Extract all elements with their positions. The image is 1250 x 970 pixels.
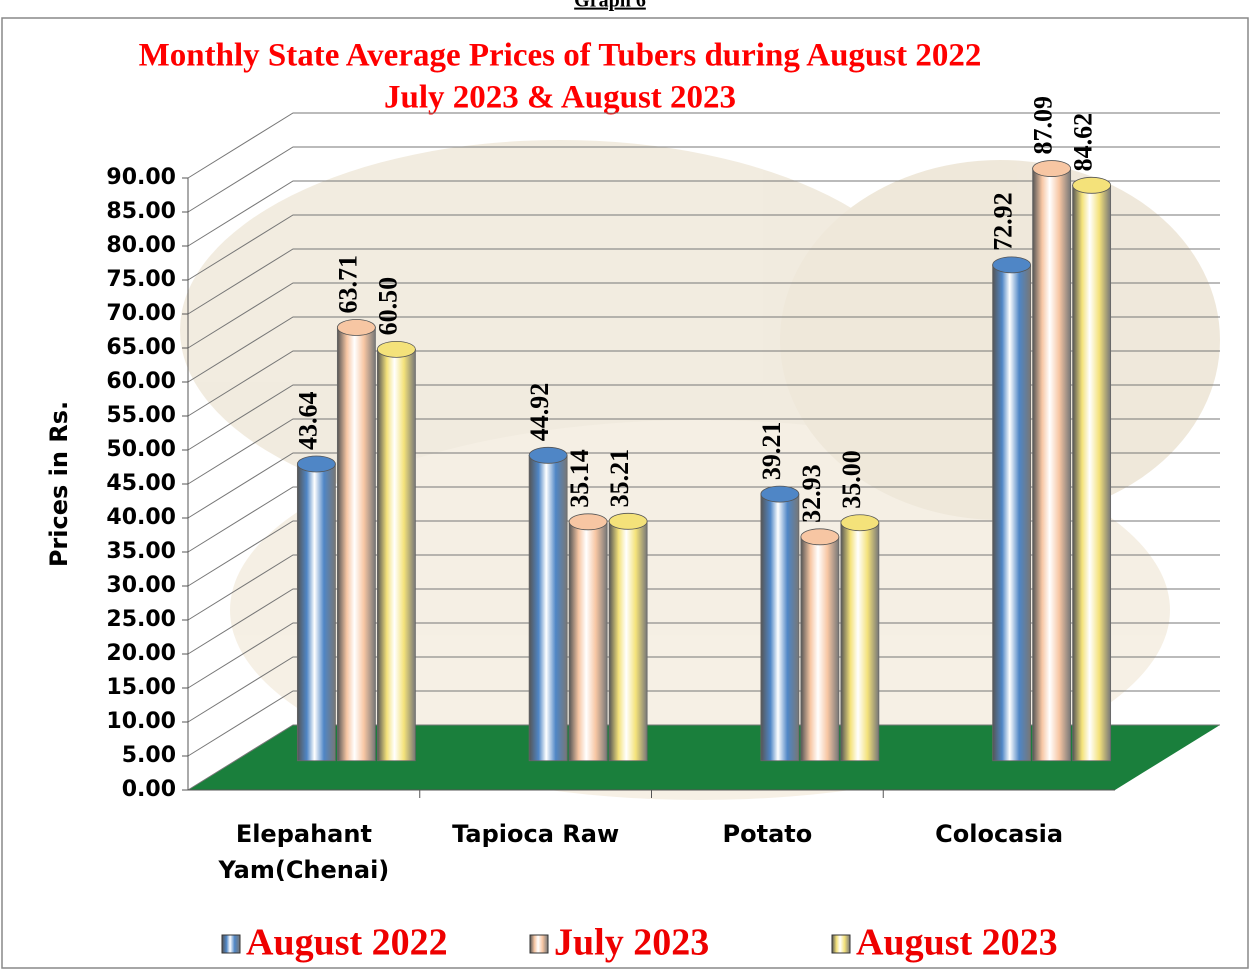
y-tick-label: 45.00: [106, 471, 176, 496]
value-label: 87.09: [1029, 96, 1058, 155]
x-tick-label: Elepahant Yam(Chenai): [218, 820, 390, 884]
bar: [1072, 184, 1112, 762]
grid-line: [187, 384, 1220, 451]
y-tick-label: 90.00: [106, 165, 176, 190]
y-tick-label: 30.00: [106, 573, 176, 598]
bar: [992, 264, 1032, 762]
y-tick-label: 80.00: [106, 233, 176, 258]
grid-line: [187, 418, 1220, 485]
bar-cap: [760, 485, 800, 503]
bar-cap: [840, 514, 880, 532]
y-tick-label: 60.00: [106, 369, 176, 394]
bar: [840, 522, 880, 762]
bar: [608, 520, 648, 762]
heading: Graph 6: [574, 0, 646, 12]
y-tick-label: 50.00: [106, 437, 176, 462]
bar: [528, 454, 568, 762]
bar: [760, 493, 800, 762]
y-tick-label: 65.00: [106, 335, 176, 360]
bar: [376, 348, 416, 762]
bar-cap: [336, 319, 376, 336]
y-tick-label: 0.00: [122, 777, 176, 802]
frame: [1, 17, 1249, 969]
y-tick-label: 70.00: [106, 301, 176, 326]
value-label: 60.50: [373, 277, 402, 336]
y-tick-label: 55.00: [106, 403, 176, 428]
y-tick-label: 25.00: [106, 607, 176, 632]
bar-cap: [992, 256, 1032, 274]
value-label: 35.00: [837, 450, 866, 509]
value-label: 84.62: [1069, 113, 1098, 172]
bar: [336, 327, 376, 762]
grid-line: [187, 554, 1220, 621]
grid-line: [187, 588, 1220, 655]
grid-line: [187, 622, 1220, 689]
grid-line: [187, 520, 1220, 587]
legend-label: August 2023: [856, 922, 1058, 964]
bar: [800, 536, 840, 762]
y-tick-label: 85.00: [106, 199, 176, 224]
grid-line: [187, 316, 1220, 383]
y-tick-label: 40.00: [106, 505, 176, 530]
value-label: 32.93: [797, 464, 826, 523]
grid-line: [187, 350, 1220, 417]
floor: [188, 725, 1220, 790]
bar-cap: [296, 455, 336, 473]
x-tick-label: Potato: [722, 820, 813, 848]
grid-line: [187, 282, 1220, 349]
legend-label: August 2022: [246, 922, 448, 964]
value-label: 39.21: [757, 422, 786, 481]
legend-swatch: [221, 934, 241, 954]
legend-swatch: [831, 934, 851, 954]
grid-line: [187, 248, 1220, 315]
legend-label: July 2023: [554, 922, 709, 964]
grid-line: [187, 146, 1220, 213]
bar: [1032, 168, 1072, 762]
x-tick-label: Colocasia: [935, 820, 1064, 848]
y-tick-label: 15.00: [106, 675, 176, 700]
grid-line: [187, 486, 1220, 553]
bar-cap: [568, 513, 608, 531]
value-label: 63.71: [333, 255, 362, 314]
grid-line: [187, 214, 1220, 281]
y-axis-title: Prices in Rs.: [45, 401, 73, 567]
value-label: 72.92: [989, 192, 1018, 251]
y-tick-label: 5.00: [122, 743, 176, 768]
bar-cap: [376, 340, 416, 358]
x-tick-label: Tapioca Raw: [452, 820, 620, 848]
value-label: 35.21: [605, 449, 634, 508]
bar-cap: [608, 512, 648, 530]
y-tick-label: 10.00: [106, 709, 176, 734]
grid-line: [187, 656, 1220, 723]
value-label: 43.64: [293, 391, 322, 450]
bar: [296, 463, 336, 762]
grid-line: [187, 180, 1220, 247]
chart-title: July 2023 & August 2023: [384, 80, 736, 116]
legend-swatch: [529, 934, 549, 954]
bar-cap: [1032, 160, 1072, 177]
value-label: 35.14: [565, 449, 594, 508]
grid-line: [187, 112, 1220, 179]
bar: [568, 521, 608, 762]
value-label: 44.92: [525, 383, 554, 442]
grid-line: [187, 724, 1220, 791]
bar-cap: [800, 528, 840, 546]
y-tick-label: 75.00: [106, 267, 176, 292]
bar-cap: [528, 446, 568, 464]
y-tick-label: 35.00: [106, 539, 176, 564]
grid-line: [187, 690, 1220, 757]
y-tick-label: 20.00: [106, 641, 176, 666]
chart-title: Monthly State Average Prices of Tubers d…: [139, 38, 982, 74]
bar-cap: [1072, 176, 1112, 194]
grid-line: [187, 452, 1220, 519]
